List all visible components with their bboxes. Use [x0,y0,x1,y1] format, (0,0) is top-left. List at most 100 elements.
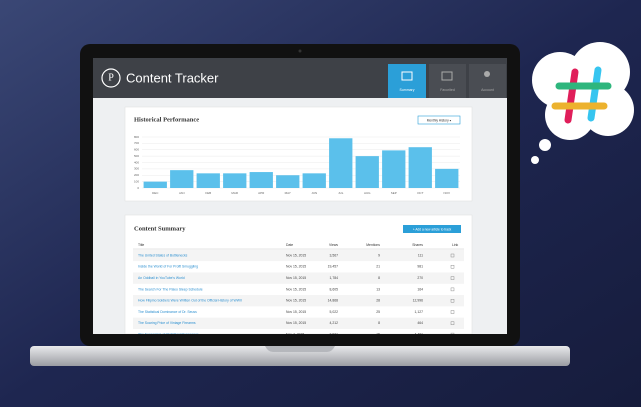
link-icon[interactable] [450,310,455,314]
table-cell: 25 [376,310,380,314]
tab-icon [401,71,413,81]
table-cell: 28 [376,299,380,303]
chart-title: Historical Performance [134,116,199,123]
y-tick-label: 600 [134,148,139,152]
table-cell: 8 [378,276,380,280]
table-cell: 8 [378,321,380,325]
x-tick-label: OCT [417,191,424,195]
table-cell: Nov 15, 2015 [286,287,306,291]
article-link: An Oddball in YouTube's World [138,276,185,280]
table-cell: 3,567 [330,253,339,257]
bar [223,173,247,188]
table-cell: 13 [376,287,380,291]
y-tick-label: 200 [134,173,139,177]
screen-mask [93,334,507,346]
x-tick-label: MAR [231,191,239,195]
table-cell: 8,605 [330,287,339,291]
column-header: Views [329,243,338,247]
link-icon[interactable] [450,265,455,269]
slack-logo [551,66,612,124]
table-title: Content Summary [134,225,186,232]
history-button-label: Monthly History ▾ [427,118,452,122]
bar [329,138,353,188]
tab-label: Account [481,88,494,92]
y-tick-label: 300 [134,167,139,171]
x-tick-label: FEB [205,191,211,195]
link-icon[interactable] [450,287,455,292]
link-icon[interactable] [450,299,455,303]
table-cell: Nov 15, 2015 [286,265,306,269]
table-cell: 14,868 [328,299,338,303]
bar [249,172,273,188]
table-cell: 464 [417,321,423,325]
y-tick-label: 100 [134,179,139,183]
tab-label: Favorited [440,88,455,92]
row-stripe [133,249,464,262]
bar [170,170,194,188]
tab[interactable] [469,64,506,98]
bar [435,168,459,188]
add-article-label: + Add a new article to track [413,227,452,231]
bar [355,156,379,188]
table-cell: 4,212 [330,321,339,325]
x-tick-label: JUL [338,191,344,195]
table-cell: 1,784 [330,276,339,280]
row-stripe [133,295,464,307]
column-header: Title [138,243,144,247]
add-article-button[interactable] [403,225,461,233]
y-tick-label: 0 [137,186,139,190]
table-cell: 111 [418,253,423,257]
column-header: Shares [412,243,423,247]
thought-bubble [531,42,634,164]
column-header: Date [286,243,293,247]
tab[interactable] [429,64,466,98]
x-tick-label: SEP [391,191,397,195]
bar [143,181,167,188]
table-cell: Nov 15, 2015 [286,253,306,257]
x-tick-label: APR [258,191,265,195]
table-cell: 9 [378,253,380,257]
article-link: The Statistical Dominance of Dr. Seuss [138,310,197,314]
bubble-dot [539,139,551,151]
table-cell: 1,127 [415,310,424,314]
link-icon[interactable] [450,253,455,258]
x-tick-label: JAN [179,191,185,195]
article-link: How Filipino Soldiers Were Written Out o… [138,299,242,303]
tab-active[interactable] [388,64,426,98]
bubble-dot [531,156,539,164]
table-cell: 981 [417,265,423,269]
bar [382,150,406,188]
tab-icon [484,71,490,77]
table-cell: 21 [376,265,380,269]
tab-label: Summary [400,88,415,92]
article-link: The Soaring Price of Vintage Firearms [138,321,196,325]
table-cell: 12,996 [413,299,423,303]
tab-icon [441,71,453,81]
y-tick-label: 700 [134,141,139,145]
table-cell: 164 [417,287,423,291]
bar [276,175,300,188]
column-header: Link [452,243,459,247]
bar [302,173,326,188]
x-tick-label: NOV [443,191,450,195]
slack-bar [564,68,579,124]
x-tick-label: MAY [285,191,291,195]
row-stripe [133,317,464,329]
logo [101,68,121,88]
x-tick-label: DEC [152,191,159,195]
history-button[interactable] [417,115,461,125]
article-link: Inside the World of For Profit Smuggling [138,265,198,269]
table-cell: Nov 15, 2015 [286,299,306,303]
article-link: The Search For The Paleo Sleep Schedule [138,287,203,291]
laptop-notch [265,346,335,352]
y-tick-label: 800 [134,135,139,139]
column-header: Mentions [366,243,380,247]
link-icon[interactable] [450,276,455,280]
x-tick-label: AUG [364,191,371,195]
x-tick-label: JUN [311,191,317,195]
slack-bar [587,66,602,122]
table-cell: 19,457 [328,265,338,269]
link-icon[interactable] [450,321,455,325]
